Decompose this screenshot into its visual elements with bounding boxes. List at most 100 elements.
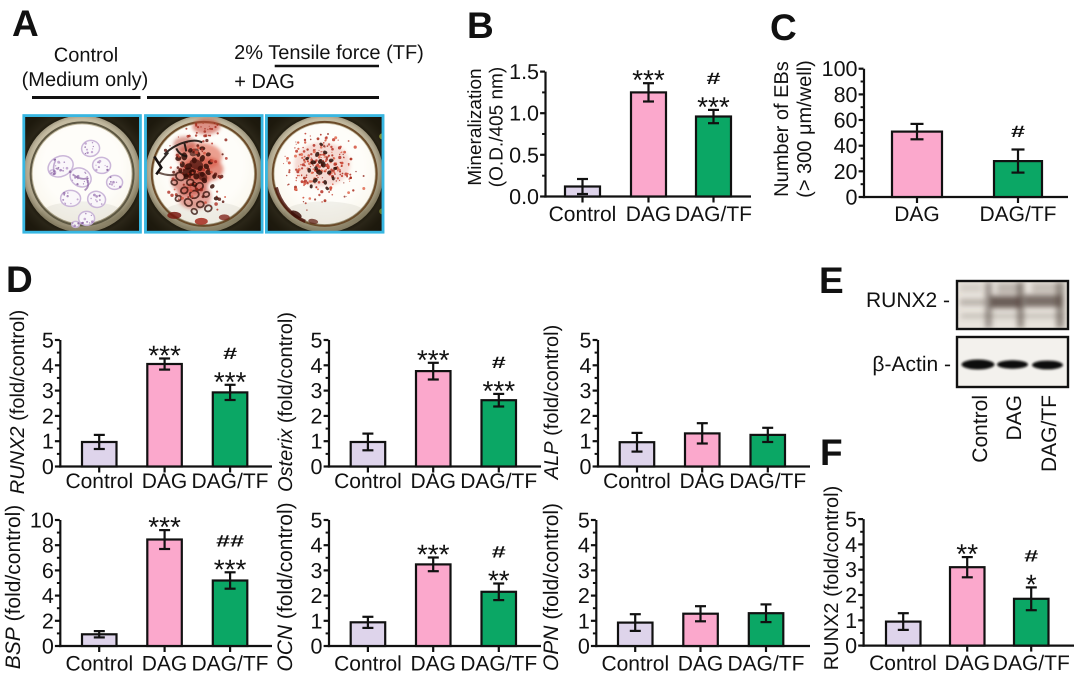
svg-text:DAG: DAG [626,203,672,226]
svg-text:#: # [492,543,506,561]
svg-text:***: *** [482,375,515,406]
svg-text:DAG: DAG [1003,395,1026,441]
svg-text:Control: Control [869,652,937,675]
svg-text:1.0: 1.0 [509,102,539,126]
svg-text:1.5: 1.5 [509,60,539,84]
svg-text:(Medium only): (Medium only) [22,69,149,91]
svg-text:#: # [1024,547,1038,565]
svg-text:##: ## [216,532,244,550]
svg-text:5: 5 [580,329,592,353]
svg-text:DAG/TF: DAG/TF [729,470,806,493]
svg-text:OPN (fold/control): OPN (fold/control) [540,503,563,671]
svg-text:Osterix (fold/control): Osterix (fold/control) [275,312,297,492]
svg-text:D: D [6,259,33,300]
svg-text:4: 4 [845,533,857,557]
svg-text:Control: Control [65,470,133,493]
svg-text:DAG/TF: DAG/TF [192,653,269,676]
svg-text:3: 3 [311,559,323,583]
svg-text:*: * [1026,569,1037,600]
svg-text:DAG/TF: DAG/TF [728,653,805,676]
svg-text:DAG/TF: DAG/TF [675,203,752,226]
svg-text:A: A [12,3,39,44]
svg-text:DAG/TF: DAG/TF [1038,395,1061,472]
svg-text:5: 5 [311,509,323,533]
svg-text:DAG/TF: DAG/TF [993,652,1070,675]
svg-text:#: # [492,353,506,371]
svg-text:8: 8 [42,534,54,558]
svg-text:**: ** [488,565,510,596]
svg-text:10: 10 [30,509,54,533]
svg-text:3: 3 [845,558,857,582]
svg-text:DAG/TF: DAG/TF [980,203,1057,226]
svg-text:0: 0 [578,635,590,659]
svg-text:3: 3 [42,379,54,403]
svg-text:1: 1 [42,430,54,454]
svg-text:***: *** [417,539,450,570]
svg-text:***: *** [148,512,181,543]
svg-text:Control: Control [334,470,402,493]
svg-text:E: E [819,260,844,301]
svg-text:***: *** [148,340,181,371]
svg-text:0: 0 [845,634,857,658]
svg-text:DAG: DAG [142,653,188,676]
svg-text:#: # [1011,122,1025,140]
svg-text:4: 4 [578,534,590,558]
svg-text:Control: Control [603,470,671,493]
svg-text:0.5: 0.5 [509,143,539,167]
svg-text:Control: Control [601,653,669,676]
svg-text:4: 4 [580,354,592,378]
svg-text:#: # [706,69,720,87]
svg-text:DAG: DAG [679,470,725,493]
svg-text:0: 0 [311,455,323,479]
svg-text:***: *** [632,65,665,96]
svg-text:DAG/TF: DAG/TF [460,470,537,493]
svg-text:Control: Control [549,203,617,226]
svg-text:2: 2 [311,404,323,428]
svg-text:80: 80 [834,83,858,107]
svg-text:1: 1 [845,609,857,633]
svg-text:3: 3 [580,379,592,403]
svg-text:DAG: DAG [142,470,188,493]
svg-text:DAG: DAG [410,470,456,493]
svg-text:F: F [820,432,843,473]
svg-text:Mineralization: Mineralization [465,68,486,185]
svg-text:2: 2 [42,404,54,428]
svg-text:5: 5 [311,329,323,353]
svg-text:β-Actin -: β-Actin - [872,353,951,376]
svg-text:ALP (fold/control): ALP (fold/control) [541,325,563,481]
svg-text:2: 2 [311,584,323,608]
svg-text:***: *** [417,344,450,375]
svg-text:1: 1 [580,430,592,454]
svg-text:0.0: 0.0 [509,185,539,209]
svg-text:4: 4 [42,584,54,608]
svg-text:**: ** [956,539,978,570]
svg-text:DAG: DAG [410,653,456,676]
svg-text:2: 2 [845,584,857,608]
svg-text:1: 1 [578,609,590,633]
svg-text:2% Tensile force (TF): 2% Tensile force (TF) [234,42,424,64]
svg-text:BSP (fold/control): BSP (fold/control) [2,505,25,670]
svg-text:1: 1 [311,430,323,454]
svg-text:2: 2 [578,584,590,608]
svg-text:B: B [467,5,494,46]
svg-text:DAG: DAG [894,203,940,226]
svg-text:20: 20 [834,160,858,184]
svg-text:OCN (fold/control): OCN (fold/control) [274,502,297,671]
svg-text:2: 2 [42,609,54,633]
svg-text:DAG: DAG [678,653,724,676]
svg-text:***: *** [214,554,247,585]
svg-text:Control: Control [65,653,133,676]
svg-text:0: 0 [311,635,323,659]
svg-text:Number of EBs: Number of EBs [771,61,793,197]
svg-text:60: 60 [834,109,858,133]
svg-text:0: 0 [42,635,54,659]
svg-text:4: 4 [311,534,323,558]
svg-text:3: 3 [578,559,590,583]
svg-text:Control: Control [334,653,402,676]
svg-text:5: 5 [578,509,590,533]
svg-text:DAG: DAG [945,652,991,675]
svg-text:C: C [770,7,797,48]
svg-text:Control: Control [969,395,992,463]
svg-text:4: 4 [42,354,54,378]
svg-text:0: 0 [42,455,54,479]
